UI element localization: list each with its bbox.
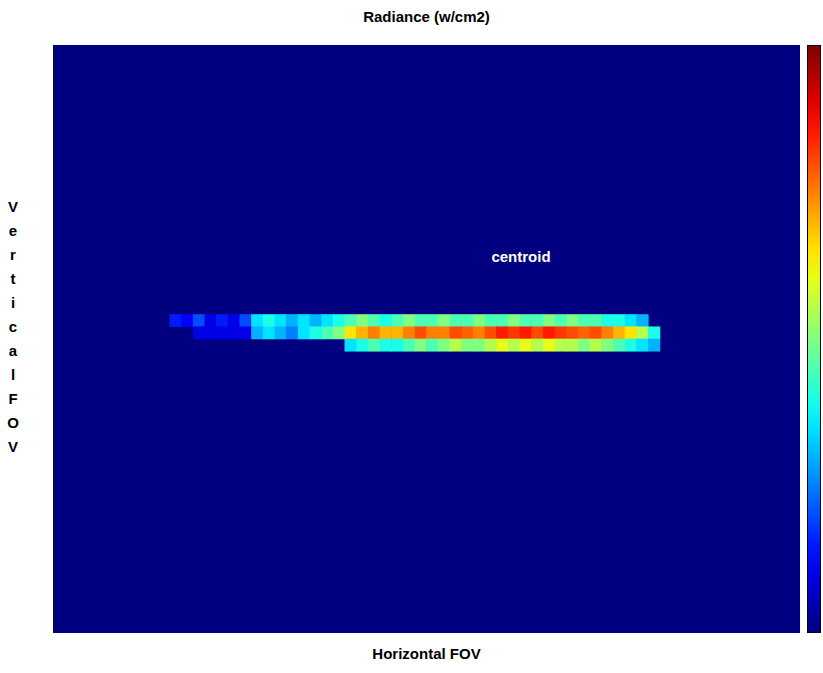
html-text:O: O bbox=[7, 414, 19, 431]
html-text:c: c bbox=[8, 318, 18, 335]
html-text:e: e bbox=[8, 222, 18, 239]
html-text:a: a bbox=[8, 342, 18, 359]
html-text:l: l bbox=[10, 366, 16, 383]
html-text:F: F bbox=[8, 390, 18, 407]
html-text:V: V bbox=[8, 198, 18, 215]
html-text:t: t bbox=[10, 270, 16, 287]
svg-text:centroid: centroid bbox=[491, 248, 550, 265]
html-text:r: r bbox=[10, 246, 16, 263]
html-text:Horizontal FOV: Horizontal FOV bbox=[372, 645, 481, 662]
html-text:V: V bbox=[8, 438, 18, 455]
html-text:i: i bbox=[10, 294, 16, 311]
html-text:Radiance (w/cm2): Radiance (w/cm2) bbox=[363, 8, 490, 25]
